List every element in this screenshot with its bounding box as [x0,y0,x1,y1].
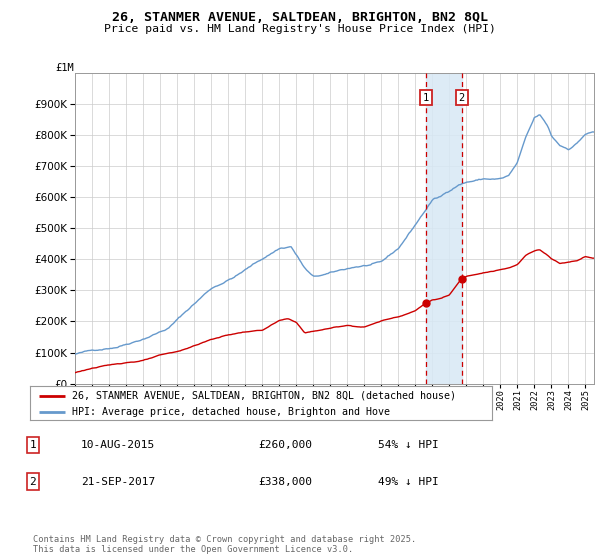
Text: Contains HM Land Registry data © Crown copyright and database right 2025.
This d: Contains HM Land Registry data © Crown c… [33,535,416,554]
Text: 1: 1 [29,440,37,450]
Text: £260,000: £260,000 [258,440,312,450]
Text: Price paid vs. HM Land Registry's House Price Index (HPI): Price paid vs. HM Land Registry's House … [104,24,496,34]
Text: 26, STANMER AVENUE, SALTDEAN, BRIGHTON, BN2 8QL: 26, STANMER AVENUE, SALTDEAN, BRIGHTON, … [112,11,488,24]
Text: 54% ↓ HPI: 54% ↓ HPI [378,440,439,450]
Text: 10-AUG-2015: 10-AUG-2015 [81,440,155,450]
Bar [426,73,462,384]
Text: 21-SEP-2017: 21-SEP-2017 [81,477,155,487]
Text: £1M: £1M [56,63,74,73]
Text: 2: 2 [29,477,37,487]
Text: 2: 2 [458,92,465,102]
Text: 26, STANMER AVENUE, SALTDEAN, BRIGHTON, BN2 8QL (detached house): 26, STANMER AVENUE, SALTDEAN, BRIGHTON, … [71,391,455,401]
Text: 49% ↓ HPI: 49% ↓ HPI [378,477,439,487]
Text: £338,000: £338,000 [258,477,312,487]
Text: HPI: Average price, detached house, Brighton and Hove: HPI: Average price, detached house, Brig… [71,407,389,417]
Text: 1: 1 [423,92,429,102]
